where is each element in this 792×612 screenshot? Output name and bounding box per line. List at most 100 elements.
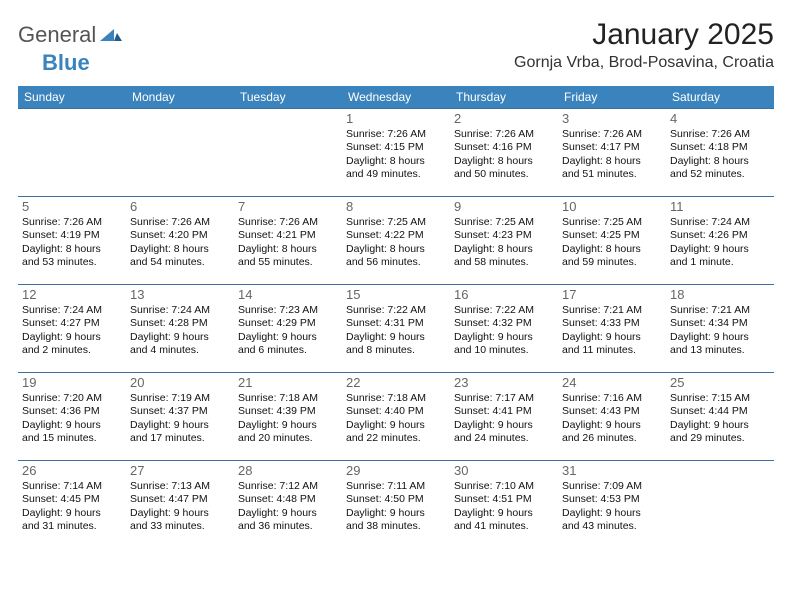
day2-line: and 51 minutes. [562,168,662,181]
day2-line: and 54 minutes. [130,256,230,269]
day2-line: and 59 minutes. [562,256,662,269]
sunset-line: Sunset: 4:41 PM [454,405,554,418]
calendar-day-cell: 30Sunrise: 7:10 AMSunset: 4:51 PMDayligh… [450,461,558,549]
sunset-line: Sunset: 4:40 PM [346,405,446,418]
day-number: 13 [130,287,230,303]
day2-line: and 52 minutes. [670,168,770,181]
weekday-header: Tuesday [234,86,342,109]
sunrise-line: Sunrise: 7:22 AM [454,304,554,317]
day1-line: Daylight: 9 hours [238,419,338,432]
calendar-day-cell: 19Sunrise: 7:20 AMSunset: 4:36 PMDayligh… [18,373,126,461]
day2-line: and 41 minutes. [454,520,554,533]
sunrise-line: Sunrise: 7:20 AM [22,392,122,405]
sunrise-line: Sunrise: 7:24 AM [22,304,122,317]
weekday-header: Sunday [18,86,126,109]
calendar-day-cell: 3Sunrise: 7:26 AMSunset: 4:17 PMDaylight… [558,109,666,197]
day2-line: and 20 minutes. [238,432,338,445]
calendar-day-cell: 20Sunrise: 7:19 AMSunset: 4:37 PMDayligh… [126,373,234,461]
calendar-day-cell: 4Sunrise: 7:26 AMSunset: 4:18 PMDaylight… [666,109,774,197]
brand-logo: General [18,22,124,48]
day2-line: and 2 minutes. [22,344,122,357]
calendar-day-cell [234,109,342,197]
day1-line: Daylight: 8 hours [346,243,446,256]
brand-part2: Blue [42,50,90,75]
calendar-day-cell: 13Sunrise: 7:24 AMSunset: 4:28 PMDayligh… [126,285,234,373]
sunrise-line: Sunrise: 7:19 AM [130,392,230,405]
calendar-day-cell: 12Sunrise: 7:24 AMSunset: 4:27 PMDayligh… [18,285,126,373]
day2-line: and 36 minutes. [238,520,338,533]
calendar-day-cell: 6Sunrise: 7:26 AMSunset: 4:20 PMDaylight… [126,197,234,285]
sunrise-line: Sunrise: 7:09 AM [562,480,662,493]
day-number: 31 [562,463,662,479]
sunrise-line: Sunrise: 7:21 AM [562,304,662,317]
day1-line: Daylight: 9 hours [454,419,554,432]
day2-line: and 1 minute. [670,256,770,269]
day1-line: Daylight: 9 hours [130,331,230,344]
sunrise-line: Sunrise: 7:18 AM [238,392,338,405]
weekday-header: Monday [126,86,234,109]
calendar-day-cell: 26Sunrise: 7:14 AMSunset: 4:45 PMDayligh… [18,461,126,549]
sunrise-line: Sunrise: 7:21 AM [670,304,770,317]
day1-line: Daylight: 9 hours [670,419,770,432]
day-number: 12 [22,287,122,303]
calendar-day-cell: 15Sunrise: 7:22 AMSunset: 4:31 PMDayligh… [342,285,450,373]
sunset-line: Sunset: 4:39 PM [238,405,338,418]
day1-line: Daylight: 9 hours [130,507,230,520]
day-number: 24 [562,375,662,391]
day-number: 26 [22,463,122,479]
day2-line: and 53 minutes. [22,256,122,269]
calendar-day-cell: 14Sunrise: 7:23 AMSunset: 4:29 PMDayligh… [234,285,342,373]
day-number: 16 [454,287,554,303]
sunrise-line: Sunrise: 7:13 AM [130,480,230,493]
sunrise-line: Sunrise: 7:25 AM [562,216,662,229]
day1-line: Daylight: 8 hours [562,155,662,168]
day-number: 27 [130,463,230,479]
sunset-line: Sunset: 4:17 PM [562,141,662,154]
calendar-day-cell: 28Sunrise: 7:12 AMSunset: 4:48 PMDayligh… [234,461,342,549]
day2-line: and 58 minutes. [454,256,554,269]
day1-line: Daylight: 9 hours [238,507,338,520]
month-title: January 2025 [514,18,774,52]
calendar-day-cell: 18Sunrise: 7:21 AMSunset: 4:34 PMDayligh… [666,285,774,373]
day2-line: and 8 minutes. [346,344,446,357]
day-number: 4 [670,111,770,127]
sunrise-line: Sunrise: 7:26 AM [238,216,338,229]
sunrise-line: Sunrise: 7:18 AM [346,392,446,405]
day-number: 7 [238,199,338,215]
day2-line: and 11 minutes. [562,344,662,357]
weekday-header-row: Sunday Monday Tuesday Wednesday Thursday… [18,86,774,109]
calendar-day-cell: 25Sunrise: 7:15 AMSunset: 4:44 PMDayligh… [666,373,774,461]
day1-line: Daylight: 9 hours [670,243,770,256]
sunrise-line: Sunrise: 7:25 AM [454,216,554,229]
day-number: 29 [346,463,446,479]
sunset-line: Sunset: 4:51 PM [454,493,554,506]
calendar-day-cell: 16Sunrise: 7:22 AMSunset: 4:32 PMDayligh… [450,285,558,373]
calendar-day-cell: 1Sunrise: 7:26 AMSunset: 4:15 PMDaylight… [342,109,450,197]
sunset-line: Sunset: 4:21 PM [238,229,338,242]
day1-line: Daylight: 9 hours [346,419,446,432]
day2-line: and 4 minutes. [130,344,230,357]
sunset-line: Sunset: 4:37 PM [130,405,230,418]
brand-part1: General [18,22,96,48]
day2-line: and 38 minutes. [346,520,446,533]
sunset-line: Sunset: 4:33 PM [562,317,662,330]
sunset-line: Sunset: 4:45 PM [22,493,122,506]
day-number: 23 [454,375,554,391]
calendar-day-cell: 11Sunrise: 7:24 AMSunset: 4:26 PMDayligh… [666,197,774,285]
sunrise-line: Sunrise: 7:17 AM [454,392,554,405]
weekday-header: Saturday [666,86,774,109]
calendar-day-cell: 29Sunrise: 7:11 AMSunset: 4:50 PMDayligh… [342,461,450,549]
day1-line: Daylight: 8 hours [670,155,770,168]
day2-line: and 10 minutes. [454,344,554,357]
day-number: 14 [238,287,338,303]
calendar-day-cell: 9Sunrise: 7:25 AMSunset: 4:23 PMDaylight… [450,197,558,285]
day-number: 22 [346,375,446,391]
sunset-line: Sunset: 4:20 PM [130,229,230,242]
calendar-day-cell: 8Sunrise: 7:25 AMSunset: 4:22 PMDaylight… [342,197,450,285]
sunset-line: Sunset: 4:47 PM [130,493,230,506]
day-number: 3 [562,111,662,127]
sunset-line: Sunset: 4:19 PM [22,229,122,242]
day1-line: Daylight: 8 hours [454,155,554,168]
sunset-line: Sunset: 4:22 PM [346,229,446,242]
day1-line: Daylight: 9 hours [562,331,662,344]
